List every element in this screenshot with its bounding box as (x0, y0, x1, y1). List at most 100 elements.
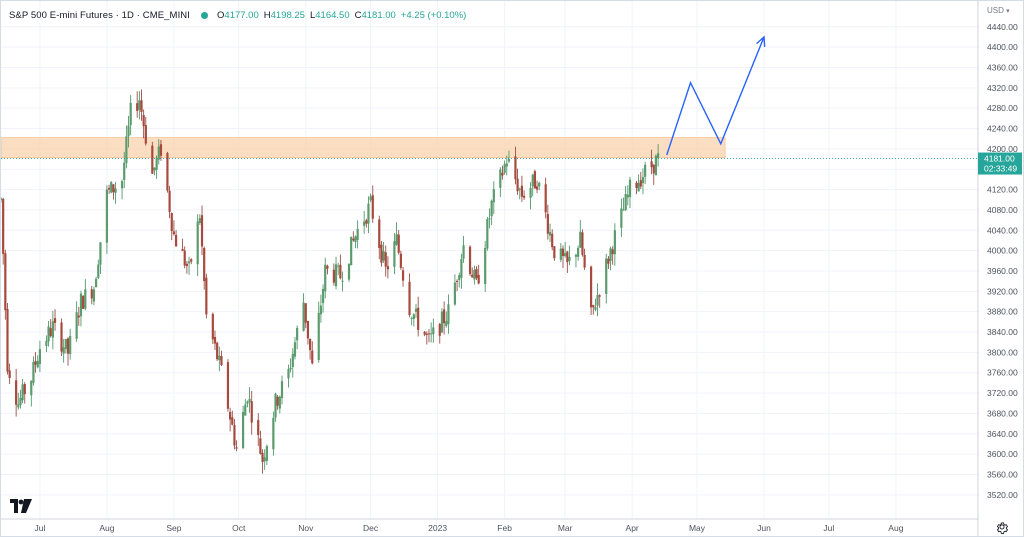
candle (613, 223, 616, 266)
candle (97, 259, 100, 280)
candle (205, 273, 208, 319)
candle-body (205, 277, 208, 315)
candle-body (296, 327, 299, 341)
candle-body (577, 247, 580, 257)
candle (535, 180, 539, 194)
candle (79, 290, 83, 327)
currency-selector[interactable]: USD ▾ (987, 6, 1010, 15)
projection-arrowhead-icon[interactable] (756, 35, 766, 47)
candle (274, 392, 277, 422)
candle (263, 449, 266, 470)
candle (23, 382, 26, 404)
candle (196, 214, 199, 277)
candle-body (568, 256, 571, 261)
candle (170, 212, 173, 241)
candle (69, 328, 72, 360)
candle-body (533, 171, 536, 189)
grid (1, 1, 978, 519)
candle-body (168, 190, 171, 212)
projection-layer[interactable] (666, 35, 766, 156)
candle-body (51, 321, 54, 338)
candle (607, 255, 610, 269)
candle-body (544, 184, 547, 213)
candle (628, 176, 632, 209)
candle (187, 256, 191, 275)
candle-body (272, 417, 275, 450)
candle (417, 296, 420, 337)
candle (589, 265, 593, 316)
candle-body (211, 314, 214, 340)
candle-body (635, 182, 638, 188)
candle (501, 165, 504, 180)
candle-body (53, 318, 57, 323)
candle (564, 241, 567, 258)
candle (462, 235, 465, 263)
candle-body (82, 295, 85, 309)
candle (354, 235, 357, 249)
candle-body (246, 401, 249, 404)
candle-body (559, 248, 562, 260)
candle (484, 240, 487, 292)
candle (507, 150, 511, 164)
resistance-zone[interactable] (1, 137, 726, 158)
candle-body (183, 250, 186, 266)
candle-body (410, 317, 413, 319)
candle-body (432, 327, 435, 335)
candle-body (198, 218, 201, 224)
candle (51, 310, 54, 350)
y-tick-label: 3560.00 (987, 469, 1018, 479)
candle (410, 316, 413, 326)
candle-body (216, 342, 219, 360)
candle-body (136, 103, 139, 111)
candle (261, 449, 264, 474)
candle-body (522, 195, 526, 198)
candle (168, 185, 171, 219)
candle (529, 182, 532, 210)
candle (229, 407, 232, 432)
candle-body (471, 274, 474, 278)
y-tick-label: 3640.00 (987, 429, 1018, 439)
y-tick-label: 3840.00 (987, 327, 1018, 337)
candle-body (105, 189, 109, 243)
legend-change: +4.25 (+0.10%) (400, 9, 467, 21)
candle-body (92, 289, 96, 302)
candle (8, 363, 11, 384)
candle (4, 249, 7, 320)
candle (38, 340, 42, 372)
y-tick-label: 4080.00 (987, 205, 1018, 215)
candle (644, 161, 647, 185)
candle (233, 419, 236, 450)
candle (129, 95, 132, 136)
projection-path[interactable] (666, 36, 765, 156)
candle (568, 245, 571, 266)
candle (583, 248, 586, 270)
candle-body (99, 242, 102, 265)
gear-icon[interactable] (995, 520, 1009, 534)
candle (622, 197, 625, 211)
candle (246, 400, 249, 408)
candle-body (561, 248, 565, 256)
candle-body (97, 264, 100, 278)
candle-body (289, 367, 292, 370)
candle-body (408, 281, 411, 316)
candle-body (75, 312, 78, 339)
candle-body (354, 236, 357, 243)
candle-body (417, 307, 420, 330)
candle-body (458, 275, 461, 280)
candle-body (311, 350, 314, 364)
candle (185, 261, 188, 274)
candle (114, 181, 117, 204)
candle-body (538, 182, 541, 187)
legend-low: L4164.50 (309, 9, 350, 21)
candle (605, 253, 608, 304)
candle (60, 318, 63, 357)
candle-body (477, 274, 480, 284)
candle-body (84, 289, 87, 309)
x-tick-label: Sep (166, 523, 181, 533)
candle (155, 155, 158, 179)
candle-body (551, 233, 554, 248)
candle (82, 294, 85, 310)
symbol-title[interactable]: S&P 500 E-mini Futures · 1D · CME_MINI (9, 9, 191, 21)
candle-body (276, 396, 279, 406)
